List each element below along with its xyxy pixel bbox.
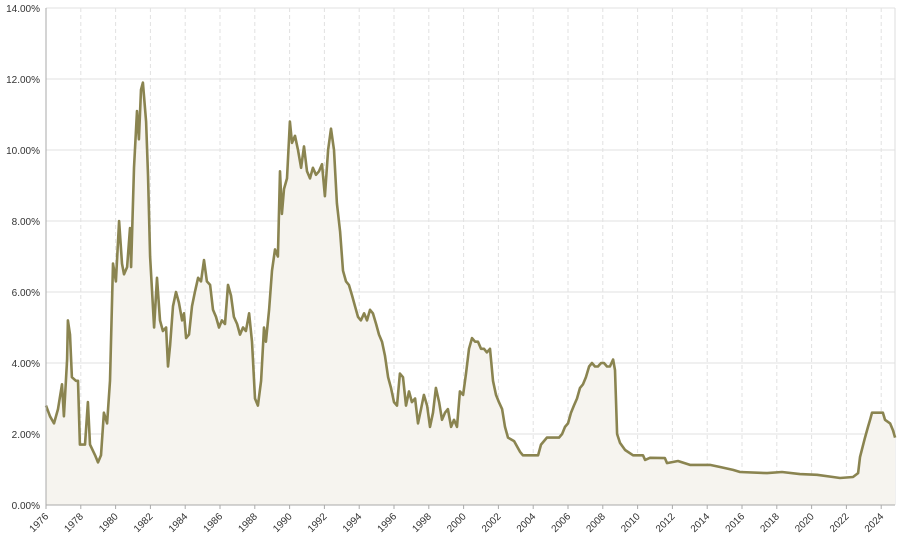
series-area-fill [46, 82, 896, 505]
x-tick-label: 2010 [619, 511, 643, 535]
x-tick-label: 2022 [828, 511, 852, 535]
x-tick-label: 2012 [654, 511, 678, 535]
x-tick-label: 1976 [28, 511, 52, 535]
y-tick-label: 14.00% [6, 4, 40, 15]
axes [45, 8, 895, 506]
x-tick-label: 1994 [341, 511, 365, 535]
x-tick-label: 2016 [724, 511, 748, 535]
x-tick-label: 1990 [271, 511, 295, 535]
x-tick-label: 2014 [689, 511, 713, 535]
x-tick-label: 1978 [62, 511, 86, 535]
x-tick-label: 2000 [445, 511, 469, 535]
y-tick-label: 0.00% [12, 501, 40, 512]
x-tick-label: 1982 [132, 511, 156, 535]
x-tick-label: 1998 [410, 511, 434, 535]
y-axis-ticks: 0.00% 2.00% 4.00% 6.00% 8.00% 10.00% 12.00% 14.… [6, 4, 40, 512]
x-tick-label: 2004 [515, 511, 539, 535]
y-tick-label: 2.00% [12, 430, 40, 441]
series-line [44, 81, 897, 480]
x-tick-label: 2006 [550, 511, 574, 535]
x-tick-label: 2008 [584, 511, 608, 535]
x-axis-ticks: 1976 1978 1980 1982 1984 1986 1988 1990 1992 1994… [28, 505, 887, 535]
x-tick-label: 2024 [863, 511, 887, 535]
x-tick-label: 1988 [236, 511, 260, 535]
x-tick-label: 1986 [202, 511, 226, 535]
y-tick-label: 12.00% [6, 75, 40, 86]
x-tick-label: 2018 [758, 511, 782, 535]
x-tick-label: 2002 [480, 511, 504, 535]
x-tick-label: 1992 [306, 511, 330, 535]
y-tick-label: 8.00% [12, 217, 40, 228]
x-tick-label: 1984 [167, 511, 191, 535]
y-tick-label: 10.00% [6, 146, 40, 157]
x-tick-label: 1996 [376, 511, 400, 535]
x-tick-label: 2020 [793, 511, 817, 535]
y-tick-label: 4.00% [12, 359, 40, 370]
x-tick-label: 1980 [97, 511, 121, 535]
y-tick-label: 6.00% [12, 288, 40, 299]
